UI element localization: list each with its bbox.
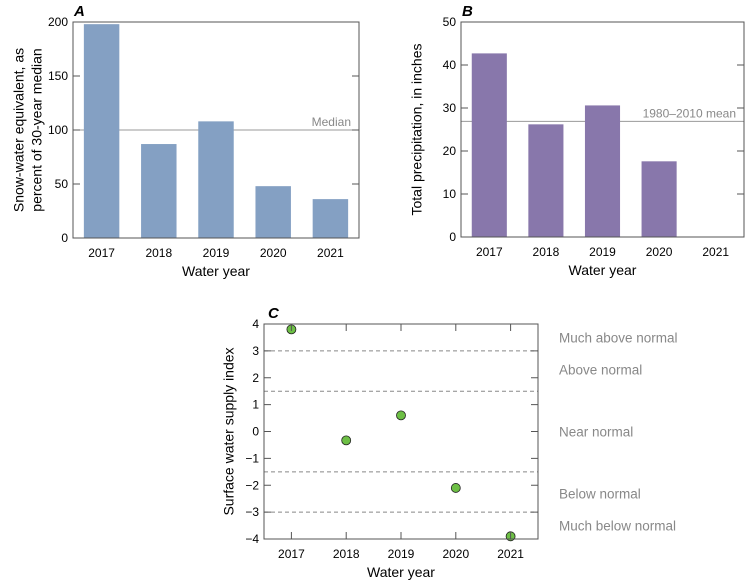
zone-label: Much below normal	[559, 519, 676, 534]
y-tick-label: 200	[48, 15, 68, 29]
x-tick-label: 2018	[333, 547, 360, 561]
y-tick-label: 0	[449, 230, 456, 244]
panel-b: B 1980–2010 mean 0 10 20 30 40 50 2017 2018 2019 20…	[409, 3, 745, 278]
zone-label: Much above normal	[559, 330, 678, 345]
point-2020	[450, 483, 461, 493]
x-tick-label: 2019	[388, 547, 415, 561]
x-tick-label: 2019	[589, 245, 616, 259]
panel-label: C	[268, 305, 280, 322]
x-tick-label: 2019	[203, 246, 230, 260]
y-axis-title: Snow-water equivalent, as	[11, 48, 27, 212]
x-tick-label: 2017	[476, 245, 503, 259]
y-tick-label: 0	[252, 425, 259, 439]
y-tick-label: 10	[443, 187, 457, 201]
panel-label: B	[462, 3, 473, 20]
point-2018	[341, 435, 352, 446]
bar-2017	[83, 24, 120, 238]
y-axis-title: Surface water supply index	[221, 347, 237, 515]
y-tick-label: 100	[48, 123, 68, 137]
bar-2019	[584, 105, 621, 237]
y-tick-label: −3	[245, 505, 259, 519]
x-axis-title: Water year	[367, 564, 435, 580]
y-tick-label: 50	[443, 15, 457, 29]
x-tick-label: 2018	[145, 246, 172, 260]
plot-frame	[263, 323, 539, 540]
y-tick-label: 20	[443, 144, 457, 158]
panel-c: C −4 −3 −2 −1 0 1 2 3 4 2017 2018 2019 2020 2021 Water …	[221, 305, 678, 580]
bar-2021	[312, 199, 349, 238]
y-axis-title: percent of 30-year median	[29, 48, 45, 211]
y-tick-label: 3	[252, 344, 259, 358]
panel-label: A	[73, 3, 85, 20]
panel-a: A Median 0 50 100 150 200 2017 2018 2019 2020 2021 W…	[11, 3, 360, 279]
reference-line-label: Median	[312, 115, 351, 129]
x-tick-label: 2020	[442, 547, 469, 561]
y-tick-label: 1	[252, 398, 259, 412]
x-axis-title: Water year	[182, 263, 250, 279]
y-tick-label: 0	[61, 231, 68, 245]
x-tick-label: 2020	[646, 245, 673, 259]
zone-label: Below normal	[559, 486, 641, 501]
bar-2020	[641, 161, 677, 237]
y-tick-label: 50	[55, 177, 69, 191]
x-axis-title: Water year	[569, 262, 637, 278]
x-tick-label: 2021	[702, 245, 729, 259]
reference-line-label: 1980–2010 mean	[643, 106, 736, 120]
y-tick-label: 40	[443, 58, 457, 72]
x-tick-label: 2020	[260, 246, 287, 260]
x-tick-label: 2017	[88, 246, 115, 260]
y-tick-label: 4	[252, 317, 259, 331]
x-tick-label: 2021	[317, 246, 344, 260]
zone-label: Above normal	[559, 363, 642, 378]
point-2019	[396, 410, 406, 421]
plot-frame	[460, 21, 745, 238]
bar-2020	[255, 186, 291, 238]
y-tick-label: 150	[48, 69, 68, 83]
y-tick-label: −4	[245, 532, 259, 546]
y-tick-label: −2	[245, 478, 259, 492]
x-tick-label: 2017	[278, 547, 305, 561]
y-tick-label: 30	[443, 101, 457, 115]
y-axis-title: Total precipitation, in inches	[409, 44, 425, 216]
bar-2017	[471, 53, 507, 237]
bar-2018	[528, 124, 564, 237]
x-tick-label: 2018	[533, 245, 560, 259]
bar-2019	[198, 121, 234, 238]
bar-2018	[141, 144, 177, 238]
y-tick-label: −1	[245, 451, 259, 465]
zone-label: Near normal	[559, 425, 633, 440]
y-tick-label: 2	[252, 371, 259, 385]
x-tick-label: 2021	[497, 547, 524, 561]
